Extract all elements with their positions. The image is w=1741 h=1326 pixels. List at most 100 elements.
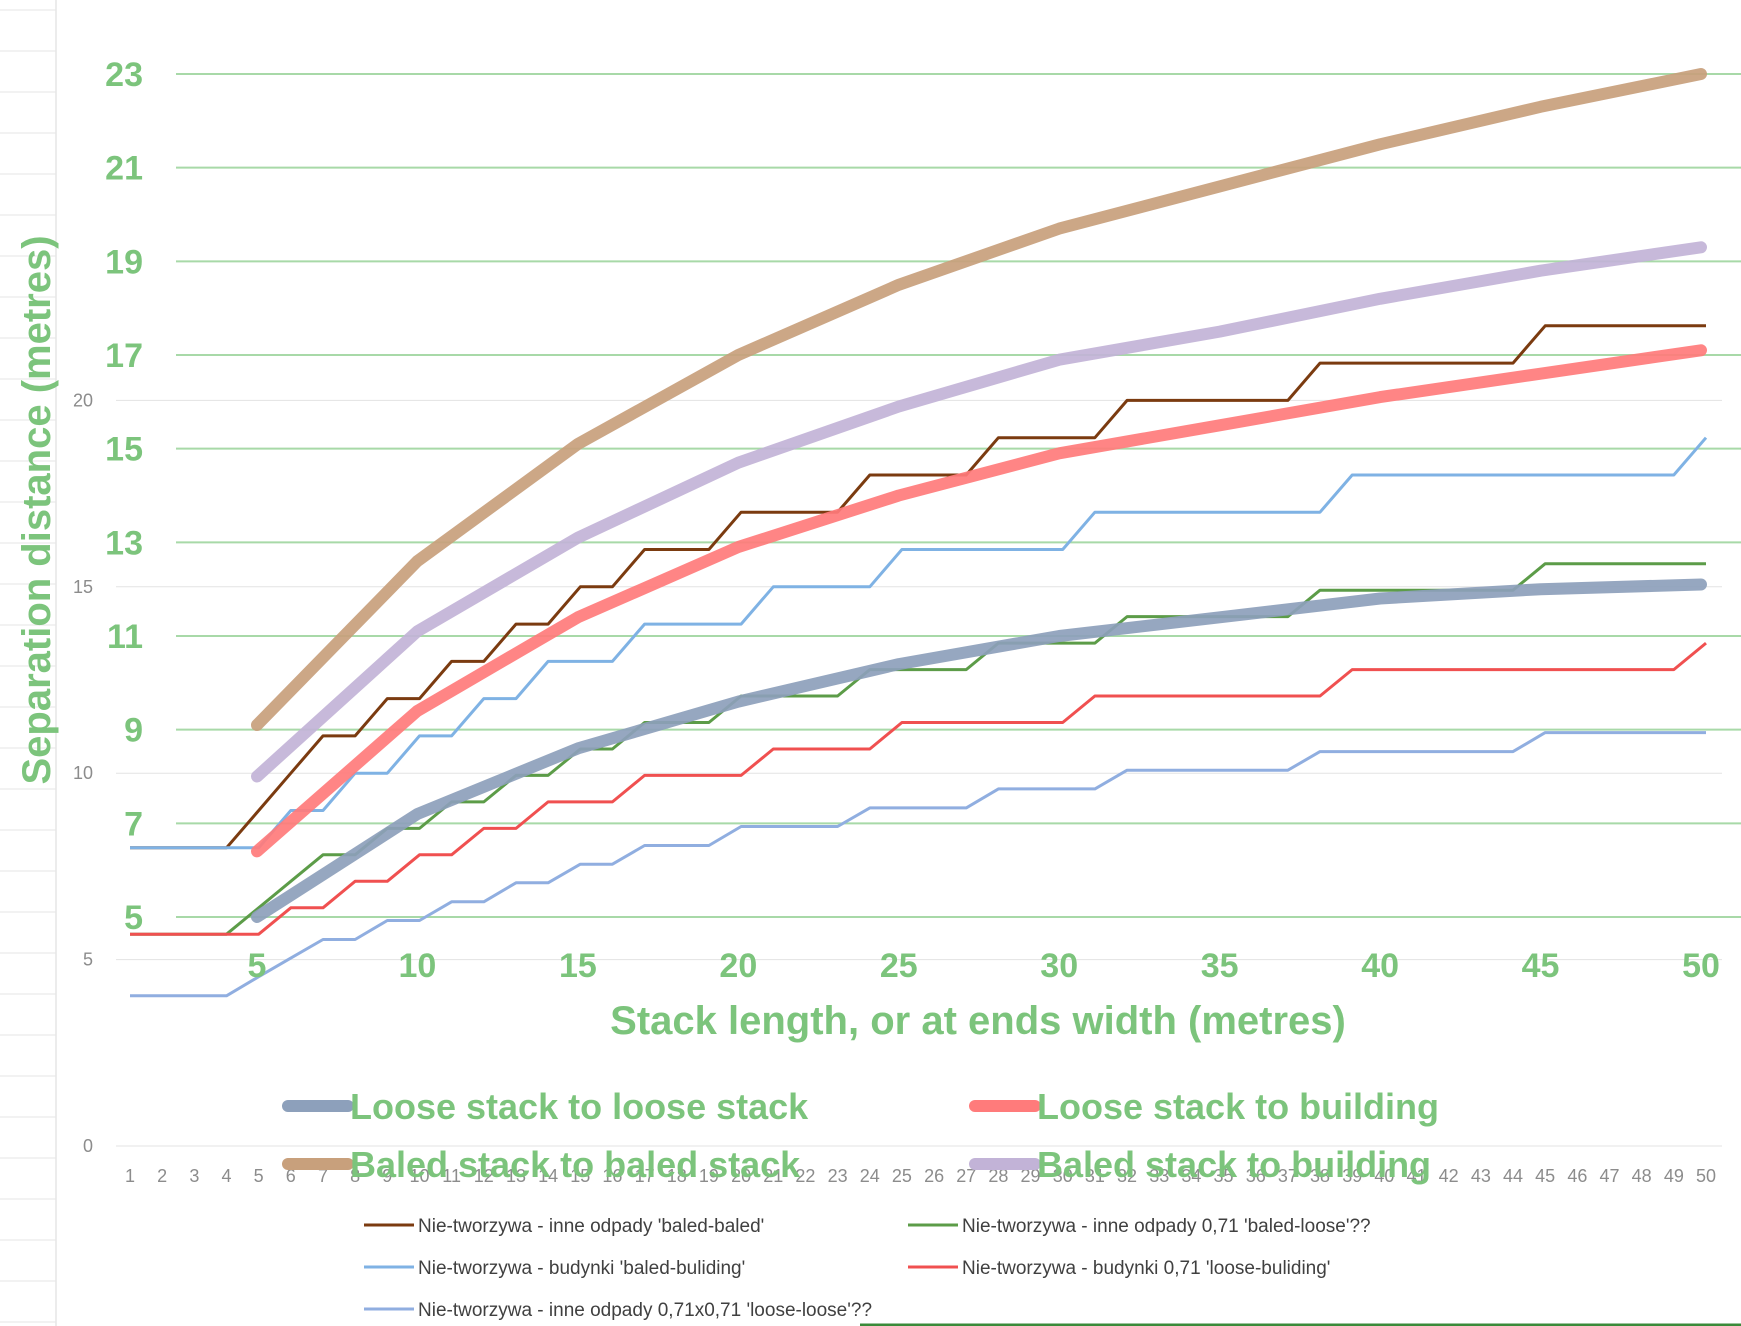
overlay-x-tick-label: 10 <box>399 947 437 985</box>
underlying-x-tick-label: 38 <box>1310 1166 1330 1186</box>
overlay-series-line-3 <box>251 68 1707 731</box>
underlying-x-tick-label: 35 <box>1214 1166 1234 1186</box>
underlying-legend-label: Nie-tworzywa - inne odpady 'baled-baled' <box>418 1216 764 1237</box>
underlying-x-tick-label: 7 <box>318 1166 328 1186</box>
underlying-x-tick-label: 39 <box>1342 1166 1362 1186</box>
overlay-legend-label: Loose stack to loose stack <box>350 1086 809 1127</box>
underlying-y-tick-label: 20 <box>73 390 93 410</box>
underlying-x-tick-label: 32 <box>1117 1166 1137 1186</box>
overlay-y-tick-label: 11 <box>107 618 143 656</box>
x-axis-title: Stack length, or at ends width (metres) <box>610 999 1346 1043</box>
overlay-x-tick-label: 35 <box>1201 947 1239 985</box>
overlay-legend-label: Loose stack to building <box>1037 1086 1439 1127</box>
underlying-series-line-5 <box>130 731 1706 998</box>
underlying-x-tick-label: 8 <box>350 1166 360 1186</box>
underlying-x-tick-label: 33 <box>1149 1166 1169 1186</box>
overlay-x-tick-label: 50 <box>1682 947 1720 985</box>
underlying-x-tick-label: 49 <box>1664 1166 1684 1186</box>
underlying-legend-label: Nie-tworzywa - inne odpady 0,71 'baled-l… <box>962 1216 1371 1237</box>
underlying-x-tick-label: 47 <box>1599 1166 1619 1186</box>
underlying-x-tick-label: 24 <box>860 1166 880 1186</box>
overlay-y-tick-label: 15 <box>105 431 143 469</box>
underlying-x-tick-label: 22 <box>795 1166 815 1186</box>
underlying-x-tick-label: 10 <box>409 1166 429 1186</box>
overlay-y-tick-label: 9 <box>124 712 143 750</box>
underlying-x-tick-label: 23 <box>828 1166 848 1186</box>
underlying-x-tick-label: 25 <box>892 1166 912 1186</box>
underlying-x-tick-label: 12 <box>474 1166 494 1186</box>
underlying-x-tick-label: 34 <box>1181 1166 1201 1186</box>
underlying-x-tick-label: 28 <box>988 1166 1008 1186</box>
underlying-x-tick-label: 45 <box>1535 1166 1555 1186</box>
underlying-x-tick-label: 46 <box>1567 1166 1587 1186</box>
overlay-y-tick-label: 19 <box>105 243 143 281</box>
underlying-series-line-4 <box>130 641 1707 936</box>
underlying-legend: Nie-tworzywa - inne odpady 'baled-baled'… <box>364 1216 1371 1321</box>
underlying-x-tick-label: 37 <box>1278 1166 1298 1186</box>
underlying-x-tick-label: 1 <box>125 1166 135 1186</box>
underlying-y-tick-label: 5 <box>83 950 93 970</box>
underlying-x-tick-label: 27 <box>956 1166 976 1186</box>
underlying-x-tick-label: 50 <box>1696 1166 1716 1186</box>
underlying-y-tick-label: 15 <box>73 577 93 597</box>
underlying-tick-labels: 1 2 3 4 5 6 7 8 9 10 11 12 13 14 15 16 17 18 19 20 21 22 23 24 2… <box>73 390 1716 1186</box>
underlying-x-tick-label: 9 <box>382 1166 392 1186</box>
underlying-x-tick-label: 30 <box>1053 1166 1073 1186</box>
underlying-x-tick-label: 17 <box>635 1166 655 1186</box>
overlay-x-tick-label: 30 <box>1040 947 1078 985</box>
underlying-x-tick-label: 29 <box>1021 1166 1041 1186</box>
underlying-x-tick-label: 18 <box>667 1166 687 1186</box>
underlying-x-tick-label: 4 <box>221 1166 231 1186</box>
underlying-series-line-3 <box>130 436 1708 850</box>
underlying-x-tick-label: 16 <box>602 1166 622 1186</box>
overlay-series <box>251 68 1707 923</box>
underlying-legend-label: Nie-tworzywa - budynki 0,71 'loose-bulid… <box>962 1258 1330 1279</box>
overlay-x-tick-label: 15 <box>559 947 597 985</box>
overlay-legend-label: Baled stack to building <box>1037 1144 1431 1185</box>
underlying-x-tick-label: 13 <box>506 1166 526 1186</box>
underlying-x-tick-label: 40 <box>1374 1166 1394 1186</box>
overlay-x-tick-label: 40 <box>1361 947 1399 985</box>
overlay-y-tick-label: 13 <box>105 524 143 562</box>
overlay-y-tick-label: 5 <box>124 899 143 937</box>
underlying-x-tick-label: 14 <box>538 1166 558 1186</box>
underlying-x-tick-label: 21 <box>763 1166 783 1186</box>
underlying-x-tick-label: 2 <box>157 1166 167 1186</box>
underlying-x-tick-label: 48 <box>1632 1166 1652 1186</box>
overlay-legend: Loose stack to loose stack Loose stack to… <box>282 1086 1439 1185</box>
underlying-x-tick-label: 15 <box>570 1166 590 1186</box>
underlying-x-tick-label: 5 <box>254 1166 264 1186</box>
overlay-y-tick-label: 23 <box>105 56 143 94</box>
overlay-series-line-2 <box>251 344 1707 858</box>
underlying-x-tick-label: 44 <box>1503 1166 1523 1186</box>
overlay-x-tick-label: 20 <box>719 947 757 985</box>
underlying-x-tick-label: 41 <box>1407 1166 1427 1186</box>
underlying-x-tick-label: 3 <box>189 1166 199 1186</box>
overlay-x-tick-label: 45 <box>1522 947 1560 985</box>
overlay-y-tick-label: 17 <box>105 337 143 375</box>
underlying-legend-label: Nie-tworzywa - budynki 'baled-buliding' <box>418 1258 745 1279</box>
underlying-y-tick-label: 10 <box>73 763 93 783</box>
underlying-x-tick-label: 19 <box>699 1166 719 1186</box>
overlay-series-line-4 <box>251 241 1707 783</box>
overlay-legend-label: Baled stack to baled stack <box>350 1144 801 1185</box>
underlying-x-tick-label: 36 <box>1246 1166 1266 1186</box>
underlying-x-tick-label: 42 <box>1439 1166 1459 1186</box>
underlying-x-tick-label: 43 <box>1471 1166 1491 1186</box>
underlying-x-tick-label: 6 <box>286 1166 296 1186</box>
overlay-series-line-1 <box>251 578 1707 923</box>
overlay-tick-labels: 5 10 15 20 25 30 35 40 45 50 5 7 9 11 13 15 17 19 21 23 <box>105 56 1720 985</box>
overlay-y-tick-label: 7 <box>124 805 143 843</box>
underlying-y-tick-label: 0 <box>83 1136 93 1156</box>
underlying-x-tick-label: 11 <box>442 1166 461 1186</box>
underlying-x-tick-label: 26 <box>924 1166 944 1186</box>
overlay-x-tick-label: 25 <box>880 947 918 985</box>
underlying-x-tick-label: 20 <box>731 1166 751 1186</box>
underlying-series-line-1 <box>130 324 1706 850</box>
overlay-x-tick-label: 5 <box>248 947 267 985</box>
underlying-legend-label: Nie-tworzywa - inne odpady 0,71x0,71 'lo… <box>418 1300 872 1321</box>
overlay-y-tick-label: 21 <box>105 150 143 188</box>
underlying-x-tick-label: 31 <box>1085 1166 1105 1186</box>
